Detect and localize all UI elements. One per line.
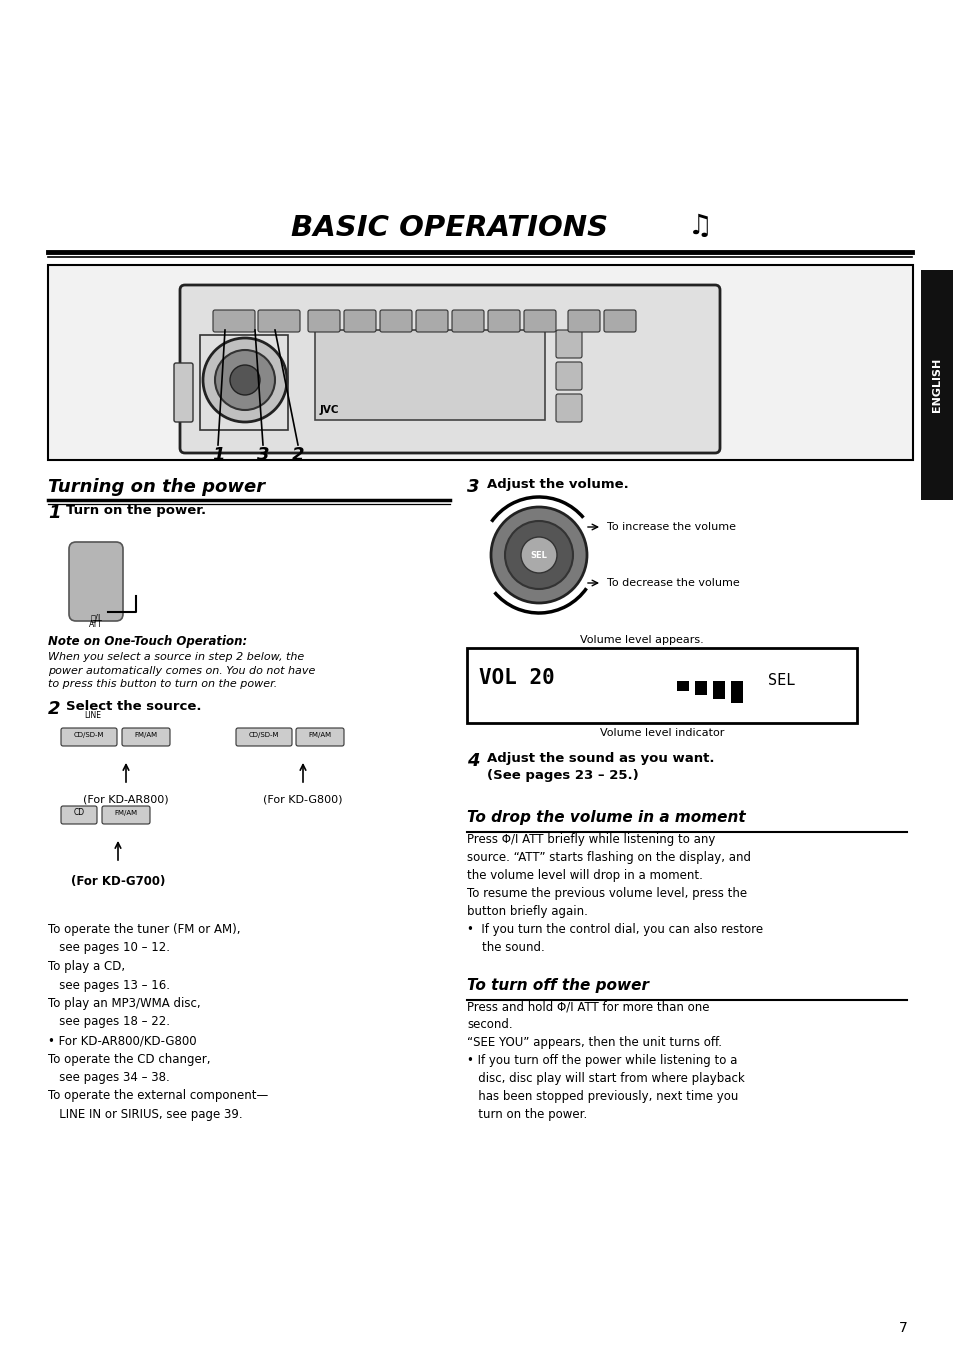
Circle shape [504, 521, 573, 589]
FancyBboxPatch shape [61, 807, 97, 824]
FancyBboxPatch shape [556, 394, 581, 422]
Text: ♫: ♫ [687, 212, 712, 240]
Text: To operate the tuner (FM or AM),
   see pages 10 – 12.
To play a CD,
   see page: To operate the tuner (FM or AM), see pag… [48, 923, 268, 1121]
Text: CD: CD [73, 808, 85, 817]
Text: 2: 2 [48, 700, 60, 717]
Bar [48, 265, 912, 459]
Text: Turn on the power.: Turn on the power. [66, 504, 206, 517]
Bar [314, 330, 544, 420]
Circle shape [520, 536, 557, 573]
Text: (For KD-G700): (For KD-G700) [71, 875, 165, 888]
Text: ENGLISH: ENGLISH [931, 358, 941, 412]
Text: Volume level appears.: Volume level appears. [579, 635, 703, 644]
Text: 1: 1 [212, 446, 224, 463]
Text: BASIC OPERATIONS: BASIC OPERATIONS [291, 213, 608, 242]
Text: 3: 3 [467, 478, 479, 496]
Text: JVC: JVC [319, 405, 339, 415]
Circle shape [214, 350, 274, 409]
FancyBboxPatch shape [180, 285, 720, 453]
Text: FM/AM: FM/AM [134, 732, 157, 738]
Bar [467, 648, 856, 723]
FancyBboxPatch shape [416, 309, 448, 332]
Text: To turn off the power: To turn off the power [467, 978, 648, 993]
FancyBboxPatch shape [344, 309, 375, 332]
Bar [695, 681, 706, 694]
Text: SEL: SEL [767, 673, 795, 688]
Text: ATT: ATT [89, 620, 103, 630]
FancyBboxPatch shape [235, 728, 292, 746]
FancyBboxPatch shape [488, 309, 519, 332]
Bar [677, 681, 688, 690]
FancyBboxPatch shape [308, 309, 339, 332]
FancyBboxPatch shape [213, 309, 254, 332]
FancyBboxPatch shape [122, 728, 170, 746]
FancyBboxPatch shape [61, 728, 117, 746]
Text: Press Φ/I ATT briefly while listening to any
source. “ATT” starts flashing on th: Press Φ/I ATT briefly while listening to… [467, 834, 762, 954]
Text: Press and hold Φ/I ATT for more than one
second.
“SEE YOU” appears, then the uni: Press and hold Φ/I ATT for more than one… [467, 1000, 744, 1121]
Text: Adjust the sound as you want.
(See pages 23 – 25.): Adjust the sound as you want. (See pages… [486, 753, 714, 782]
Text: VOL 20: VOL 20 [478, 667, 554, 688]
Text: 1: 1 [48, 504, 60, 521]
Text: (For KD-G800): (For KD-G800) [263, 794, 342, 805]
FancyBboxPatch shape [452, 309, 483, 332]
Text: Note on One-Touch Operation:: Note on One-Touch Operation: [48, 635, 247, 648]
Text: ⏻/I: ⏻/I [91, 613, 101, 621]
FancyBboxPatch shape [603, 309, 636, 332]
Text: 4: 4 [467, 753, 479, 770]
Bar [200, 335, 288, 430]
Text: When you select a source in step 2 below, the
power automatically comes on. You : When you select a source in step 2 below… [48, 653, 315, 689]
Text: CD/SD-M: CD/SD-M [73, 732, 104, 738]
Bar [920, 270, 953, 500]
FancyBboxPatch shape [173, 363, 193, 422]
Text: To decrease the volume: To decrease the volume [606, 578, 739, 588]
FancyBboxPatch shape [567, 309, 599, 332]
Circle shape [203, 338, 287, 422]
FancyBboxPatch shape [257, 309, 299, 332]
Bar [712, 681, 724, 698]
Text: Volume level indicator: Volume level indicator [599, 728, 723, 738]
FancyBboxPatch shape [102, 807, 150, 824]
FancyBboxPatch shape [523, 309, 556, 332]
Text: Select the source.: Select the source. [66, 700, 201, 713]
Text: 2: 2 [292, 446, 304, 463]
Text: 3: 3 [256, 446, 269, 463]
Text: 7: 7 [899, 1321, 907, 1335]
FancyBboxPatch shape [295, 728, 344, 746]
Circle shape [491, 507, 586, 603]
Text: LINE: LINE [85, 711, 101, 720]
Text: SEL: SEL [530, 550, 547, 559]
FancyBboxPatch shape [69, 542, 123, 621]
Text: Turning on the power: Turning on the power [48, 478, 265, 496]
Text: To increase the volume: To increase the volume [606, 521, 735, 532]
Text: CD/SD-M: CD/SD-M [249, 732, 279, 738]
Bar [730, 681, 742, 703]
Circle shape [230, 365, 260, 394]
Text: FM/AM: FM/AM [114, 811, 137, 816]
Text: Adjust the volume.: Adjust the volume. [486, 478, 628, 490]
Text: (For KD-AR800): (For KD-AR800) [83, 794, 169, 805]
FancyBboxPatch shape [556, 330, 581, 358]
Text: FM/AM: FM/AM [308, 732, 332, 738]
FancyBboxPatch shape [379, 309, 412, 332]
Text: To drop the volume in a moment: To drop the volume in a moment [467, 811, 745, 825]
FancyBboxPatch shape [556, 362, 581, 390]
